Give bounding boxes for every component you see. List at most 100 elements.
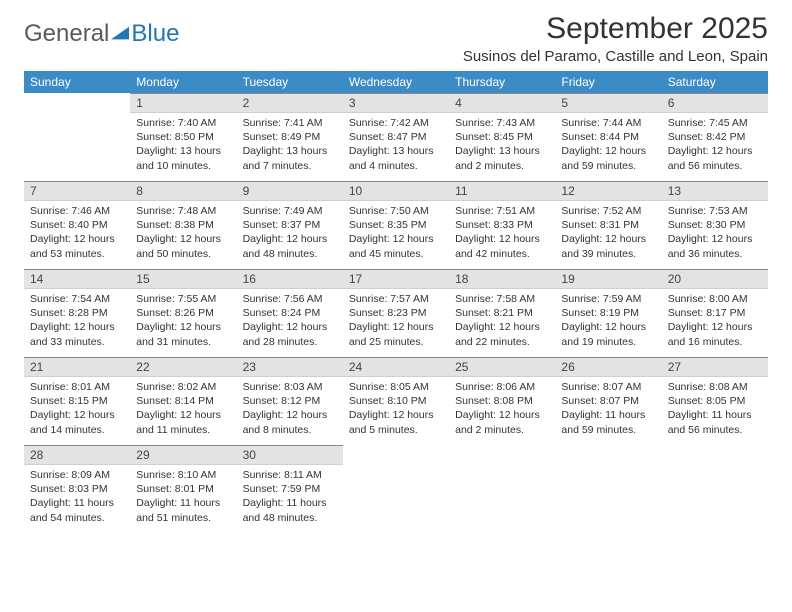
sunrise-line: Sunrise: 8:01 AM — [30, 380, 124, 394]
day-number: 29 — [130, 445, 236, 465]
day-number: 6 — [662, 93, 768, 113]
calendar-week-row: 21Sunrise: 8:01 AMSunset: 8:15 PMDayligh… — [24, 357, 768, 445]
calendar-cell: 22Sunrise: 8:02 AMSunset: 8:14 PMDayligh… — [130, 357, 236, 445]
daylight-line: Daylight: 12 hours and 50 minutes. — [136, 232, 230, 260]
daylight-line: Daylight: 11 hours and 51 minutes. — [136, 496, 230, 524]
sunset-line: Sunset: 8:38 PM — [136, 218, 230, 232]
day-number: 25 — [449, 357, 555, 377]
daylight-line: Daylight: 11 hours and 56 minutes. — [668, 408, 762, 436]
sunset-line: Sunset: 8:01 PM — [136, 482, 230, 496]
sunrise-line: Sunrise: 8:07 AM — [561, 380, 655, 394]
daylight-line: Daylight: 12 hours and 25 minutes. — [349, 320, 443, 348]
sunrise-line: Sunrise: 8:00 AM — [668, 292, 762, 306]
sunset-line: Sunset: 8:24 PM — [243, 306, 337, 320]
weekday-header: Thursday — [449, 71, 555, 93]
daylight-line: Daylight: 12 hours and 22 minutes. — [455, 320, 549, 348]
day-details: Sunrise: 7:59 AMSunset: 8:19 PMDaylight:… — [555, 289, 661, 353]
sunset-line: Sunset: 8:05 PM — [668, 394, 762, 408]
calendar-cell — [24, 93, 130, 181]
day-details: Sunrise: 7:56 AMSunset: 8:24 PMDaylight:… — [237, 289, 343, 353]
calendar-cell: 29Sunrise: 8:10 AMSunset: 8:01 PMDayligh… — [130, 445, 236, 533]
sunset-line: Sunset: 8:07 PM — [561, 394, 655, 408]
sunset-line: Sunset: 8:42 PM — [668, 130, 762, 144]
weekday-header: Tuesday — [237, 71, 343, 93]
sunrise-line: Sunrise: 7:55 AM — [136, 292, 230, 306]
calendar-cell: 14Sunrise: 7:54 AMSunset: 8:28 PMDayligh… — [24, 269, 130, 357]
logo: General Blue — [24, 20, 179, 48]
day-details: Sunrise: 8:00 AMSunset: 8:17 PMDaylight:… — [662, 289, 768, 353]
sunrise-line: Sunrise: 7:59 AM — [561, 292, 655, 306]
day-details: Sunrise: 8:06 AMSunset: 8:08 PMDaylight:… — [449, 377, 555, 441]
calendar-week-row: 28Sunrise: 8:09 AMSunset: 8:03 PMDayligh… — [24, 445, 768, 533]
day-number: 10 — [343, 181, 449, 201]
daylight-line: Daylight: 13 hours and 2 minutes. — [455, 144, 549, 172]
sunrise-line: Sunrise: 8:09 AM — [30, 468, 124, 482]
calendar-cell: 1Sunrise: 7:40 AMSunset: 8:50 PMDaylight… — [130, 93, 236, 181]
daylight-line: Daylight: 12 hours and 48 minutes. — [243, 232, 337, 260]
sunrise-line: Sunrise: 7:50 AM — [349, 204, 443, 218]
sunset-line: Sunset: 8:19 PM — [561, 306, 655, 320]
day-details: Sunrise: 7:53 AMSunset: 8:30 PMDaylight:… — [662, 201, 768, 265]
sunset-line: Sunset: 8:28 PM — [30, 306, 124, 320]
sunrise-line: Sunrise: 8:05 AM — [349, 380, 443, 394]
calendar-cell: 15Sunrise: 7:55 AMSunset: 8:26 PMDayligh… — [130, 269, 236, 357]
calendar-cell: 11Sunrise: 7:51 AMSunset: 8:33 PMDayligh… — [449, 181, 555, 269]
calendar-cell: 12Sunrise: 7:52 AMSunset: 8:31 PMDayligh… — [555, 181, 661, 269]
calendar-cell: 13Sunrise: 7:53 AMSunset: 8:30 PMDayligh… — [662, 181, 768, 269]
calendar-cell: 25Sunrise: 8:06 AMSunset: 8:08 PMDayligh… — [449, 357, 555, 445]
sunrise-line: Sunrise: 7:45 AM — [668, 116, 762, 130]
sunset-line: Sunset: 8:37 PM — [243, 218, 337, 232]
daylight-line: Daylight: 11 hours and 59 minutes. — [561, 408, 655, 436]
sunrise-line: Sunrise: 7:43 AM — [455, 116, 549, 130]
sunset-line: Sunset: 8:30 PM — [668, 218, 762, 232]
sunset-line: Sunset: 8:49 PM — [243, 130, 337, 144]
day-number: 3 — [343, 93, 449, 113]
logo-text-blue: Blue — [131, 20, 179, 48]
day-details: Sunrise: 7:55 AMSunset: 8:26 PMDaylight:… — [130, 289, 236, 353]
day-details: Sunrise: 7:40 AMSunset: 8:50 PMDaylight:… — [130, 113, 236, 177]
daylight-line: Daylight: 12 hours and 36 minutes. — [668, 232, 762, 260]
day-number: 24 — [343, 357, 449, 377]
weekday-header: Sunday — [24, 71, 130, 93]
daylight-line: Daylight: 12 hours and 42 minutes. — [455, 232, 549, 260]
sunset-line: Sunset: 8:14 PM — [136, 394, 230, 408]
title-block: September 2025 Susinos del Paramo, Casti… — [463, 12, 768, 65]
day-number: 18 — [449, 269, 555, 289]
day-details: Sunrise: 8:08 AMSunset: 8:05 PMDaylight:… — [662, 377, 768, 441]
day-details: Sunrise: 8:10 AMSunset: 8:01 PMDaylight:… — [130, 465, 236, 529]
day-number: 30 — [237, 445, 343, 465]
day-details: Sunrise: 7:58 AMSunset: 8:21 PMDaylight:… — [449, 289, 555, 353]
calendar-cell: 24Sunrise: 8:05 AMSunset: 8:10 PMDayligh… — [343, 357, 449, 445]
sunrise-line: Sunrise: 7:46 AM — [30, 204, 124, 218]
weekday-header-row: Sunday Monday Tuesday Wednesday Thursday… — [24, 71, 768, 93]
calendar-cell — [343, 445, 449, 533]
day-number: 12 — [555, 181, 661, 201]
sunset-line: Sunset: 8:03 PM — [30, 482, 124, 496]
day-details: Sunrise: 7:41 AMSunset: 8:49 PMDaylight:… — [237, 113, 343, 177]
day-number: 4 — [449, 93, 555, 113]
daylight-line: Daylight: 13 hours and 7 minutes. — [243, 144, 337, 172]
calendar-cell: 6Sunrise: 7:45 AMSunset: 8:42 PMDaylight… — [662, 93, 768, 181]
day-number: 1 — [130, 93, 236, 113]
calendar-cell: 4Sunrise: 7:43 AMSunset: 8:45 PMDaylight… — [449, 93, 555, 181]
day-number: 13 — [662, 181, 768, 201]
calendar-cell: 18Sunrise: 7:58 AMSunset: 8:21 PMDayligh… — [449, 269, 555, 357]
calendar-body: 1Sunrise: 7:40 AMSunset: 8:50 PMDaylight… — [24, 93, 768, 533]
day-details: Sunrise: 7:49 AMSunset: 8:37 PMDaylight:… — [237, 201, 343, 265]
location: Susinos del Paramo, Castille and Leon, S… — [463, 48, 768, 65]
day-details: Sunrise: 7:54 AMSunset: 8:28 PMDaylight:… — [24, 289, 130, 353]
calendar-cell: 2Sunrise: 7:41 AMSunset: 8:49 PMDaylight… — [237, 93, 343, 181]
calendar-cell — [555, 445, 661, 533]
sunset-line: Sunset: 8:15 PM — [30, 394, 124, 408]
day-details: Sunrise: 8:09 AMSunset: 8:03 PMDaylight:… — [24, 465, 130, 529]
sunset-line: Sunset: 8:21 PM — [455, 306, 549, 320]
calendar-cell: 3Sunrise: 7:42 AMSunset: 8:47 PMDaylight… — [343, 93, 449, 181]
day-number: 2 — [237, 93, 343, 113]
page-title: September 2025 — [463, 12, 768, 46]
sunset-line: Sunset: 8:40 PM — [30, 218, 124, 232]
calendar-cell — [449, 445, 555, 533]
sunset-line: Sunset: 8:47 PM — [349, 130, 443, 144]
daylight-line: Daylight: 12 hours and 28 minutes. — [243, 320, 337, 348]
day-details: Sunrise: 7:57 AMSunset: 8:23 PMDaylight:… — [343, 289, 449, 353]
calendar-cell: 20Sunrise: 8:00 AMSunset: 8:17 PMDayligh… — [662, 269, 768, 357]
